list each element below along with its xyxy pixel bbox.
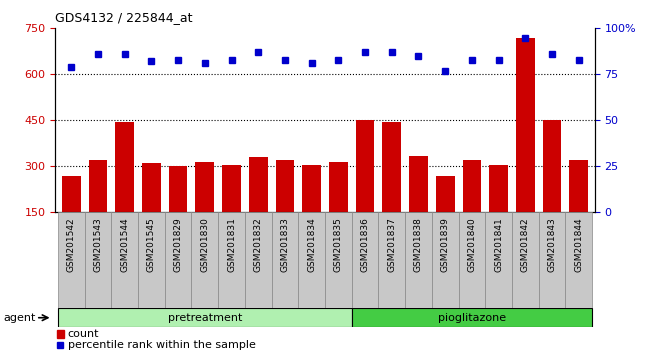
Bar [543,120,562,212]
Text: GSM201841: GSM201841 [494,217,503,272]
Bar [62,176,81,212]
Bar [539,212,566,308]
Bar [115,122,134,212]
Bar [356,120,374,212]
Bar [352,212,378,308]
Text: percentile rank within the sample: percentile rank within the sample [68,341,255,350]
Text: GSM201831: GSM201831 [227,217,236,272]
Bar [352,308,592,327]
Text: agent: agent [3,313,36,323]
Bar [142,163,161,212]
Text: GSM201833: GSM201833 [280,217,289,272]
Bar [245,212,272,308]
Bar [436,176,454,212]
Bar [378,212,405,308]
Bar [302,165,321,212]
Text: GSM201844: GSM201844 [574,217,583,272]
Bar [272,212,298,308]
Bar [249,157,268,212]
Bar [138,212,164,308]
Text: GSM201543: GSM201543 [94,217,103,272]
Text: GSM201542: GSM201542 [67,217,76,272]
Bar [196,162,214,212]
Bar [58,308,352,327]
Text: GSM201545: GSM201545 [147,217,156,272]
Bar [169,166,187,212]
Bar [329,162,348,212]
Text: GSM201830: GSM201830 [200,217,209,272]
Text: GSM201839: GSM201839 [441,217,450,272]
Bar [382,122,401,212]
Text: GSM201842: GSM201842 [521,217,530,272]
Bar [222,165,241,212]
Bar [566,212,592,308]
Bar [218,212,245,308]
Text: pioglitazone: pioglitazone [438,313,506,323]
Bar [458,212,486,308]
Bar [432,212,458,308]
Bar [84,212,111,308]
Bar [88,160,107,212]
Text: GSM201544: GSM201544 [120,217,129,272]
Text: GSM201832: GSM201832 [254,217,263,272]
Text: pretreatment: pretreatment [168,313,242,323]
Bar [276,160,294,212]
Bar [111,212,138,308]
Text: GSM201834: GSM201834 [307,217,316,272]
Bar [298,212,325,308]
Bar [192,212,218,308]
Text: GSM201843: GSM201843 [547,217,556,272]
Bar [164,212,192,308]
Text: GSM201837: GSM201837 [387,217,396,272]
Bar [512,212,539,308]
Bar [489,165,508,212]
Text: count: count [68,329,99,339]
Text: GSM201829: GSM201829 [174,217,183,272]
Bar [325,212,352,308]
Text: GSM201836: GSM201836 [361,217,370,272]
Bar [516,38,535,212]
Text: GSM201838: GSM201838 [414,217,423,272]
Bar [57,330,64,338]
Bar [569,160,588,212]
Text: GSM201840: GSM201840 [467,217,476,272]
Bar [405,212,432,308]
Bar [463,160,481,212]
Text: GDS4132 / 225844_at: GDS4132 / 225844_at [55,11,193,24]
Text: GSM201835: GSM201835 [334,217,343,272]
Bar [409,156,428,212]
Bar [486,212,512,308]
Bar [58,212,84,308]
